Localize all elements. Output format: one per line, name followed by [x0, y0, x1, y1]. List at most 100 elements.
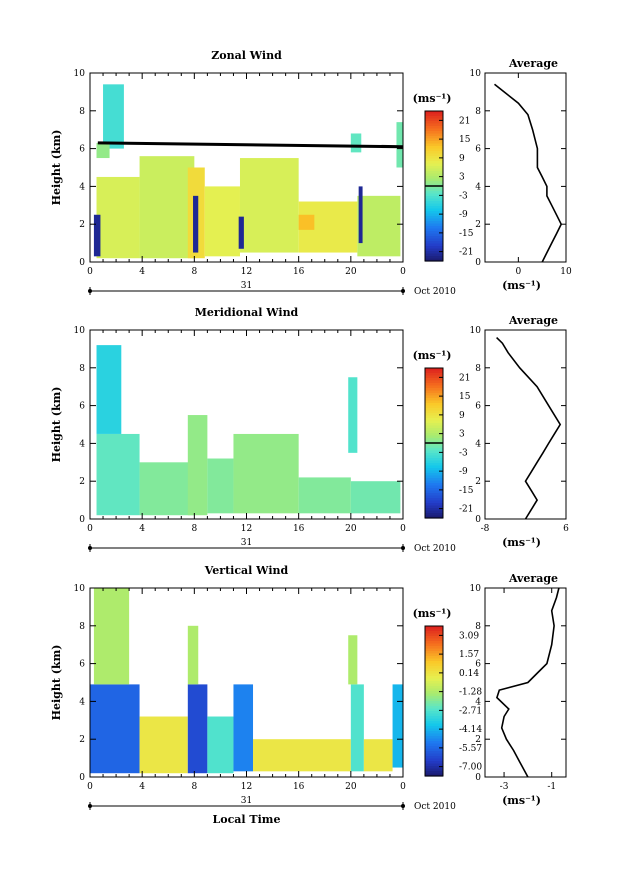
colorbar-segment	[425, 713, 443, 717]
colorbar-segment	[425, 418, 443, 422]
average-y-label: 8	[475, 622, 481, 632]
colorbar-segment	[425, 448, 443, 452]
colorbar-segment	[425, 458, 443, 462]
colorbar-segment	[425, 188, 443, 192]
colorbar-tick-label: -7.00	[459, 763, 482, 773]
colorbar-segment	[425, 473, 443, 477]
colorbar-segment	[425, 405, 443, 409]
average-x-axis-label: (ms⁻¹)	[502, 794, 541, 807]
colorbar-segment	[425, 126, 443, 130]
y-tick-label: 2	[79, 477, 85, 487]
colorbar-segment	[425, 370, 443, 374]
colorbar-segment	[425, 403, 443, 407]
colorbar-segment	[425, 400, 443, 404]
colorbar-unit: (ms⁻¹)	[413, 92, 452, 105]
colorbar-segment	[425, 176, 443, 180]
x-tick-label: 12	[241, 782, 252, 792]
data-cell	[357, 195, 401, 257]
colorbar-segment	[425, 513, 443, 517]
colorbar-segment	[425, 420, 443, 424]
data-cell	[348, 377, 358, 453]
colorbar-segment	[425, 251, 443, 255]
colorbar-segment	[425, 758, 443, 762]
data-cell	[350, 481, 401, 514]
colorbar-segment	[425, 741, 443, 745]
colorbar-segment	[425, 133, 443, 137]
colorbar-segment	[425, 375, 443, 379]
colorbar-segment	[425, 638, 443, 642]
colorbar-segment	[425, 398, 443, 402]
y-axis-label: Height (km)	[50, 645, 63, 721]
average-title: Average	[508, 572, 558, 585]
y-tick-label: 8	[79, 622, 85, 632]
colorbar-segment	[425, 208, 443, 212]
data-cell	[103, 84, 124, 149]
y-tick-label: 10	[74, 326, 86, 336]
colorbar-segment	[425, 483, 443, 487]
colorbar-segment	[425, 118, 443, 122]
average-y-label: 6	[475, 145, 481, 155]
colorbar-segment	[425, 708, 443, 712]
date-day-label: 31	[241, 281, 252, 291]
colorbar-segment	[425, 673, 443, 677]
colorbar-segment	[425, 131, 443, 135]
colorbar-unit: (ms⁻¹)	[413, 607, 452, 620]
colorbar-segment	[425, 378, 443, 382]
colorbar-segment	[425, 631, 443, 635]
average-y-label: 10	[470, 584, 482, 594]
colorbar-segment	[425, 773, 443, 777]
contour-line	[97, 141, 404, 149]
colorbar-segment	[425, 393, 443, 397]
x-tick-label: 20	[345, 524, 357, 534]
average-y-label: 0	[475, 515, 481, 525]
colorbar-segment	[425, 428, 443, 432]
y-tick-label: 0	[79, 258, 85, 268]
colorbar-segment	[425, 701, 443, 705]
average-y-label: 4	[475, 697, 481, 707]
colorbar-segment	[425, 678, 443, 682]
colorbar-segment	[425, 646, 443, 650]
average-y-label: 6	[475, 402, 481, 412]
colorbar-segment	[425, 488, 443, 492]
x-tick-label: 0	[87, 782, 93, 792]
y-tick-label: 0	[79, 773, 85, 783]
colorbar-tick-label: -1.28	[459, 688, 482, 698]
colorbar-segment	[425, 435, 443, 439]
date-axis-marker	[88, 546, 92, 550]
colorbar-segment	[425, 756, 443, 760]
colorbar-segment	[425, 485, 443, 489]
colorbar-segment	[425, 238, 443, 242]
colorbar-segment	[425, 213, 443, 217]
average-y-label: 0	[475, 258, 481, 268]
data-cell	[90, 684, 140, 774]
colorbar-segment	[425, 663, 443, 667]
colorbar-segment	[425, 258, 443, 262]
colorbar-segment	[425, 141, 443, 145]
data-cell	[233, 433, 299, 514]
colorbar-segment	[425, 163, 443, 167]
colorbar-segment	[425, 703, 443, 707]
colorbar-segment	[425, 196, 443, 200]
colorbar-segment	[425, 221, 443, 225]
x-tick-label: 0	[400, 782, 406, 792]
average-x-label: 10	[560, 267, 572, 277]
average-x-label: -1	[547, 782, 556, 792]
colorbar-unit: (ms⁻¹)	[413, 349, 452, 362]
colorbar-segment	[425, 201, 443, 205]
colorbar-segment	[425, 500, 443, 504]
data-cell	[350, 684, 364, 772]
colorbar-segment	[425, 241, 443, 245]
colorbar-segment	[425, 711, 443, 715]
date-month-label: Oct 2010	[414, 802, 456, 812]
colorbar-segment	[425, 243, 443, 247]
colorbar-tick-label: -21	[459, 505, 474, 515]
colorbar-segment	[425, 211, 443, 215]
average-y-label: 10	[470, 326, 482, 336]
colorbar-segment	[425, 233, 443, 237]
colorbar-segment	[425, 656, 443, 660]
x-tick-label: 8	[191, 267, 197, 277]
colorbar-segment	[425, 438, 443, 442]
colorbar-segment	[425, 415, 443, 419]
colorbar-segment	[425, 696, 443, 700]
colorbar-segment	[425, 683, 443, 687]
